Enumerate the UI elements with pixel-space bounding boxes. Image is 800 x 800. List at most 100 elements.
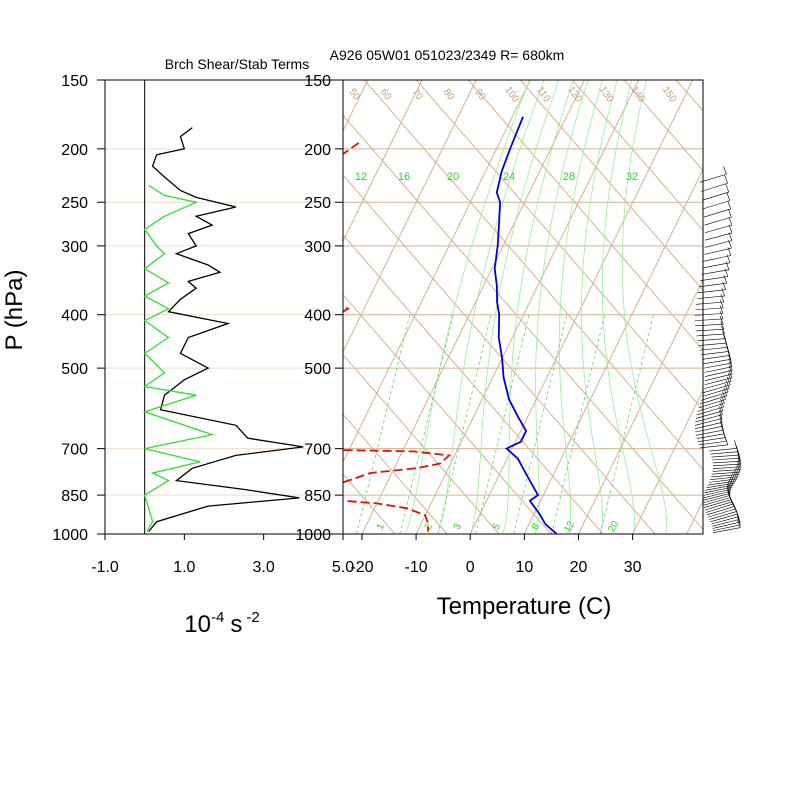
wind-barb xyxy=(701,351,729,356)
wind-barb-flag xyxy=(723,387,728,396)
y-tick-label: 700 xyxy=(61,442,88,459)
moist-adiabat xyxy=(621,80,668,534)
wind-barb xyxy=(699,395,727,405)
shear-stability-panel: Brch Shear/Stab Terms 150 200 250 300 400 500… xyxy=(1,56,354,638)
wind-barb-flag xyxy=(724,436,729,445)
wind-barb xyxy=(712,527,741,534)
x-label-base: 10 xyxy=(184,611,211,638)
wind-barb-flag xyxy=(725,343,730,352)
dry-adiabat-label: 100 xyxy=(502,85,521,105)
wind-barb xyxy=(706,506,734,516)
profile-line-0 xyxy=(493,116,558,534)
moist-adiabat xyxy=(601,80,635,534)
temperature-tick-labels: -20 -10 0 10 20 30 xyxy=(350,534,642,576)
wind-barb-flag xyxy=(727,200,732,210)
wind-barb-flag xyxy=(722,330,726,339)
isotherm xyxy=(632,389,703,534)
wind-barb-flag xyxy=(726,485,731,494)
wind-barb-flag xyxy=(737,453,741,462)
wind-barb xyxy=(704,501,732,511)
wind-barb-flag xyxy=(720,321,725,330)
x-tick-label: 5.0 xyxy=(332,559,354,576)
wind-barb-flag xyxy=(736,446,740,456)
wind-barb xyxy=(704,366,733,373)
dry-adiabat-label: 80 xyxy=(441,87,457,103)
dry-adiabat-label: 150 xyxy=(660,85,679,105)
y-tick-label: 850 xyxy=(304,488,331,505)
wind-barb xyxy=(711,454,740,458)
moist-adiabat xyxy=(580,80,618,534)
wind-barb-flag xyxy=(724,384,729,393)
y-tick-label: 250 xyxy=(304,195,331,212)
wind-barb-flag xyxy=(720,421,724,431)
dry-adiabat xyxy=(0,80,187,534)
wind-barb-flag xyxy=(737,461,741,470)
wind-barb xyxy=(702,355,730,360)
wind-barb-flag xyxy=(723,166,727,175)
wind-barb xyxy=(704,370,733,377)
dry-adiabat xyxy=(0,80,291,534)
x-label-unit: s xyxy=(230,611,242,638)
mixing-ratio-line xyxy=(551,314,606,534)
wind-barb xyxy=(704,216,732,226)
wind-barb-flag xyxy=(733,470,738,480)
y-tick-label: 250 xyxy=(61,195,88,212)
wind-barb-flag xyxy=(736,463,741,473)
mixing-ratio-label: 24 xyxy=(503,171,515,183)
wind-barb-flag xyxy=(727,373,732,382)
skewt-plot-frame xyxy=(342,79,704,535)
wind-barb xyxy=(704,224,732,234)
x-label-exp2: -2 xyxy=(246,609,259,626)
wind-barb-flag xyxy=(723,334,727,344)
dry-adiabat xyxy=(343,533,344,534)
left-series-lines xyxy=(142,127,304,533)
wind-barb xyxy=(695,414,723,423)
wind-barb-flag xyxy=(726,376,731,385)
y-tick-label: 1000 xyxy=(295,527,331,544)
wind-barb-flag xyxy=(732,473,736,482)
wind-barb xyxy=(710,451,739,455)
wind-barb-flag xyxy=(728,358,733,367)
wind-barb-flag xyxy=(734,468,739,477)
wind-barb xyxy=(710,513,738,523)
skewt-background-lines xyxy=(0,80,703,534)
x-tick-label: -20 xyxy=(350,559,373,576)
isotherm xyxy=(361,80,585,534)
isotherm xyxy=(343,80,531,464)
wind-barb xyxy=(695,425,723,433)
wind-barb xyxy=(706,482,735,488)
wind-barb-flag xyxy=(728,209,732,218)
wind-barbs xyxy=(694,166,742,534)
wind-barb-flag xyxy=(728,362,733,371)
y-tick-label: 150 xyxy=(61,73,88,90)
wind-barb xyxy=(712,463,741,467)
y-tick-label: 400 xyxy=(304,308,331,325)
dry-adiabat xyxy=(571,80,703,232)
wind-barb-flag xyxy=(725,380,730,389)
x-tick-label: 1.0 xyxy=(173,559,195,576)
wind-barb-flag xyxy=(718,410,723,419)
wind-barb-flag xyxy=(729,477,734,486)
x-tick-label: -1.0 xyxy=(91,559,119,576)
dry-adiabat xyxy=(343,353,500,534)
dry-adiabat xyxy=(519,80,703,291)
wind-barb xyxy=(698,282,727,288)
moist-adiabat xyxy=(404,80,530,534)
dry-adiabat xyxy=(675,80,703,112)
isotherm xyxy=(343,80,369,132)
wind-barb-flag xyxy=(728,479,733,488)
x-tick-label: -10 xyxy=(405,559,428,576)
wind-barb xyxy=(695,429,724,436)
temperature-axis-label: Temperature (C) xyxy=(437,593,612,620)
wind-barb xyxy=(695,318,723,321)
wind-barb-flag xyxy=(736,513,741,523)
wind-barb-flag xyxy=(737,458,742,467)
mixing-ratio-line xyxy=(356,314,411,534)
wind-barb-flag xyxy=(737,519,741,528)
dry-adiabat xyxy=(623,80,703,172)
wind-barb-flag xyxy=(719,310,724,320)
wind-barb xyxy=(704,240,732,248)
wind-barb xyxy=(709,511,737,520)
dry-adiabat xyxy=(343,413,448,534)
